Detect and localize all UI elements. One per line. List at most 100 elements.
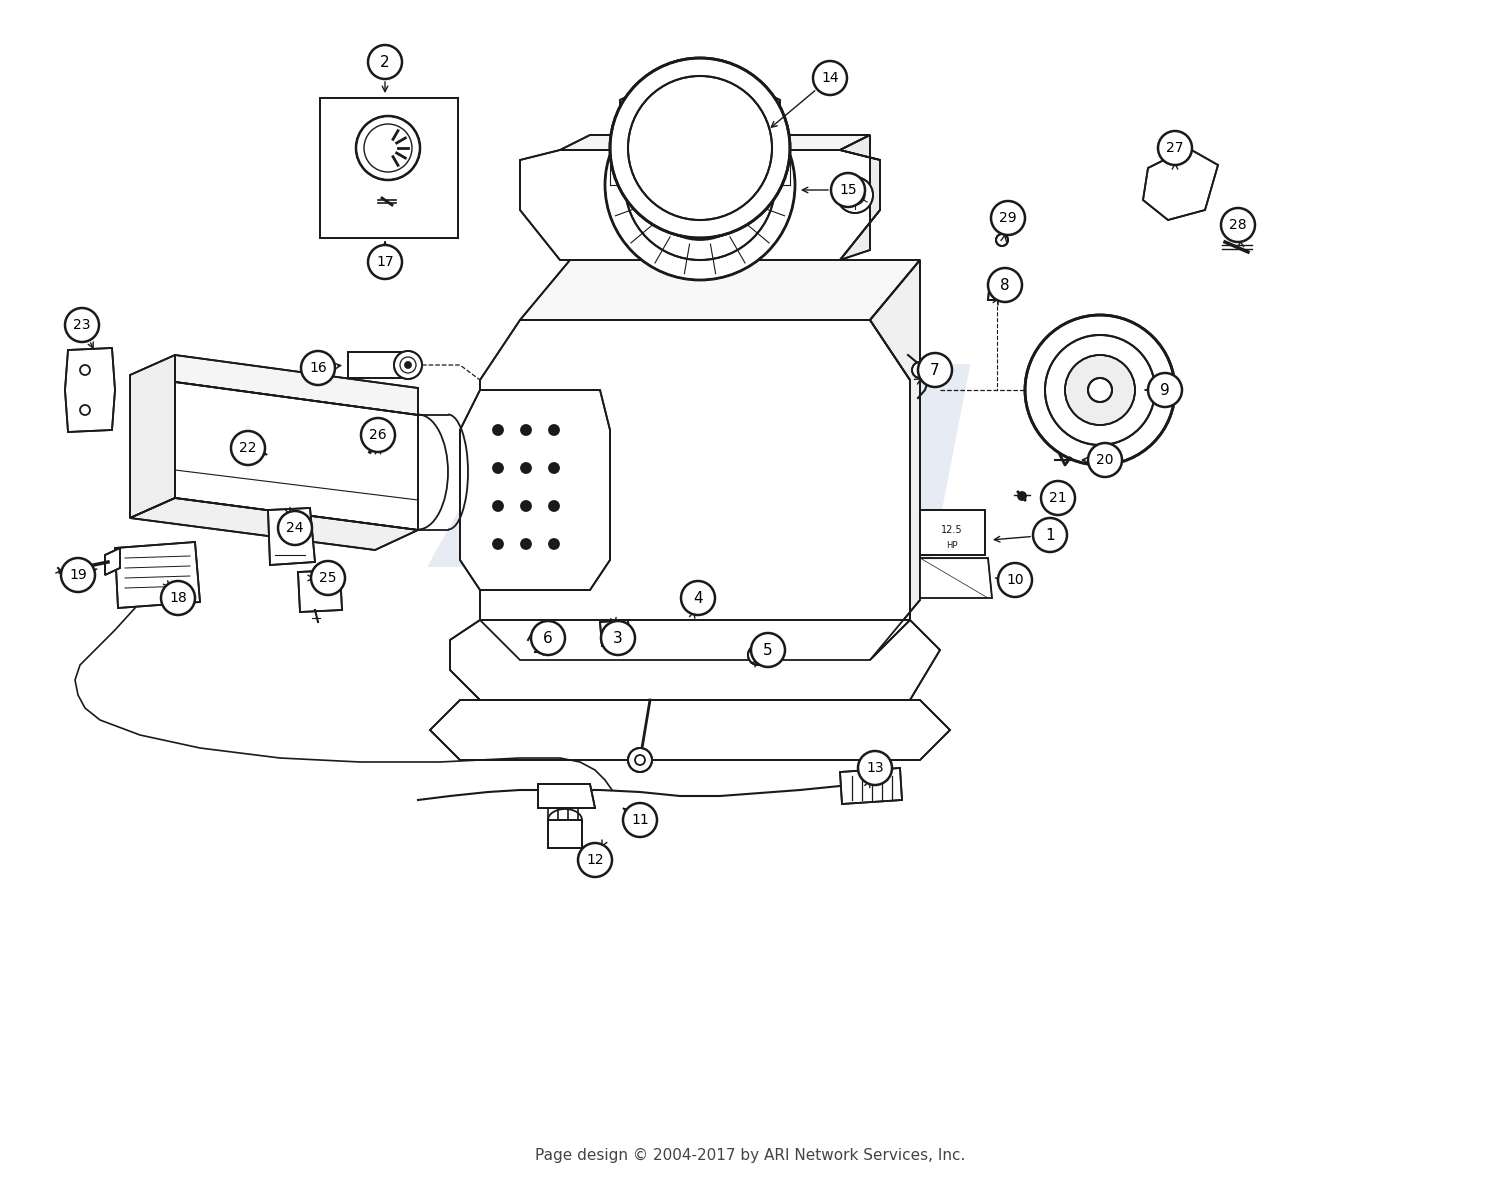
Circle shape [1019,493,1026,500]
Circle shape [602,620,634,655]
Text: Page design © 2004-2017 by ARI Network Services, Inc.: Page design © 2004-2017 by ARI Network S… [536,1147,964,1163]
Circle shape [998,564,1032,597]
Circle shape [831,173,866,207]
Polygon shape [268,508,315,565]
Circle shape [549,539,560,549]
Text: 26: 26 [369,427,387,442]
Text: 22: 22 [240,440,256,455]
Polygon shape [176,355,419,416]
Circle shape [368,45,402,79]
Polygon shape [538,784,596,807]
Text: 7: 7 [930,362,940,378]
Circle shape [837,176,873,213]
Polygon shape [480,320,910,659]
Text: 4: 4 [693,591,703,605]
Text: 10: 10 [1007,573,1025,587]
Circle shape [992,201,1024,234]
Circle shape [62,558,94,592]
Circle shape [520,501,531,511]
Circle shape [368,245,402,279]
Polygon shape [320,98,458,238]
Text: 11: 11 [632,813,650,826]
Circle shape [622,803,657,837]
Polygon shape [548,821,582,848]
Polygon shape [460,390,610,590]
Circle shape [1221,208,1256,242]
Circle shape [1046,335,1155,445]
Circle shape [310,561,345,596]
Polygon shape [116,542,200,609]
Circle shape [520,463,531,472]
Text: 2: 2 [380,54,390,70]
Circle shape [645,130,754,240]
Text: 18: 18 [170,591,188,605]
Circle shape [160,581,195,614]
Polygon shape [520,150,880,260]
Text: 23: 23 [74,318,92,332]
Text: 1: 1 [1046,528,1054,542]
Circle shape [549,425,560,435]
Circle shape [494,463,502,472]
Text: 8: 8 [1000,277,1010,292]
Circle shape [394,350,422,379]
Circle shape [549,463,560,472]
Circle shape [813,62,847,95]
Circle shape [1034,519,1066,552]
Polygon shape [520,260,920,320]
Circle shape [64,308,99,342]
Circle shape [494,501,502,511]
Polygon shape [176,382,419,530]
Circle shape [549,501,560,511]
Circle shape [626,110,776,260]
Polygon shape [130,498,419,551]
Circle shape [988,268,1022,302]
Polygon shape [430,700,950,760]
Polygon shape [560,135,870,150]
Polygon shape [450,620,940,700]
Text: 17: 17 [376,255,394,269]
Circle shape [748,645,768,665]
Circle shape [494,539,502,549]
Circle shape [912,362,928,378]
Text: 24: 24 [286,521,304,535]
Polygon shape [298,570,342,612]
Circle shape [362,418,394,452]
Text: ARI: ARI [444,355,976,625]
Circle shape [405,362,411,368]
Circle shape [918,353,952,387]
Text: 3: 3 [614,631,622,645]
Polygon shape [348,352,408,378]
Circle shape [996,234,1008,246]
Circle shape [520,539,531,549]
Circle shape [1041,481,1076,515]
Polygon shape [988,279,1012,300]
Polygon shape [870,260,919,659]
Circle shape [1024,315,1174,465]
Circle shape [610,58,791,238]
Text: 25: 25 [320,571,338,585]
Circle shape [520,425,531,435]
Circle shape [681,581,716,614]
Text: 9: 9 [1160,382,1170,398]
Polygon shape [1143,148,1218,220]
Text: 15: 15 [839,184,856,197]
Text: HP: HP [946,541,958,549]
Polygon shape [64,348,116,432]
Circle shape [628,748,652,772]
Polygon shape [840,768,902,804]
Circle shape [1158,131,1192,165]
Circle shape [356,116,420,180]
Text: 6: 6 [543,631,554,645]
Circle shape [531,620,566,655]
Circle shape [1088,378,1112,403]
Text: 19: 19 [69,568,87,583]
Circle shape [752,633,784,667]
Circle shape [231,431,266,465]
Text: 12.5: 12.5 [940,525,963,535]
Circle shape [1065,355,1136,425]
Circle shape [278,511,312,545]
Circle shape [302,350,334,385]
Circle shape [628,76,772,220]
Polygon shape [840,135,880,260]
Text: 16: 16 [309,361,327,375]
